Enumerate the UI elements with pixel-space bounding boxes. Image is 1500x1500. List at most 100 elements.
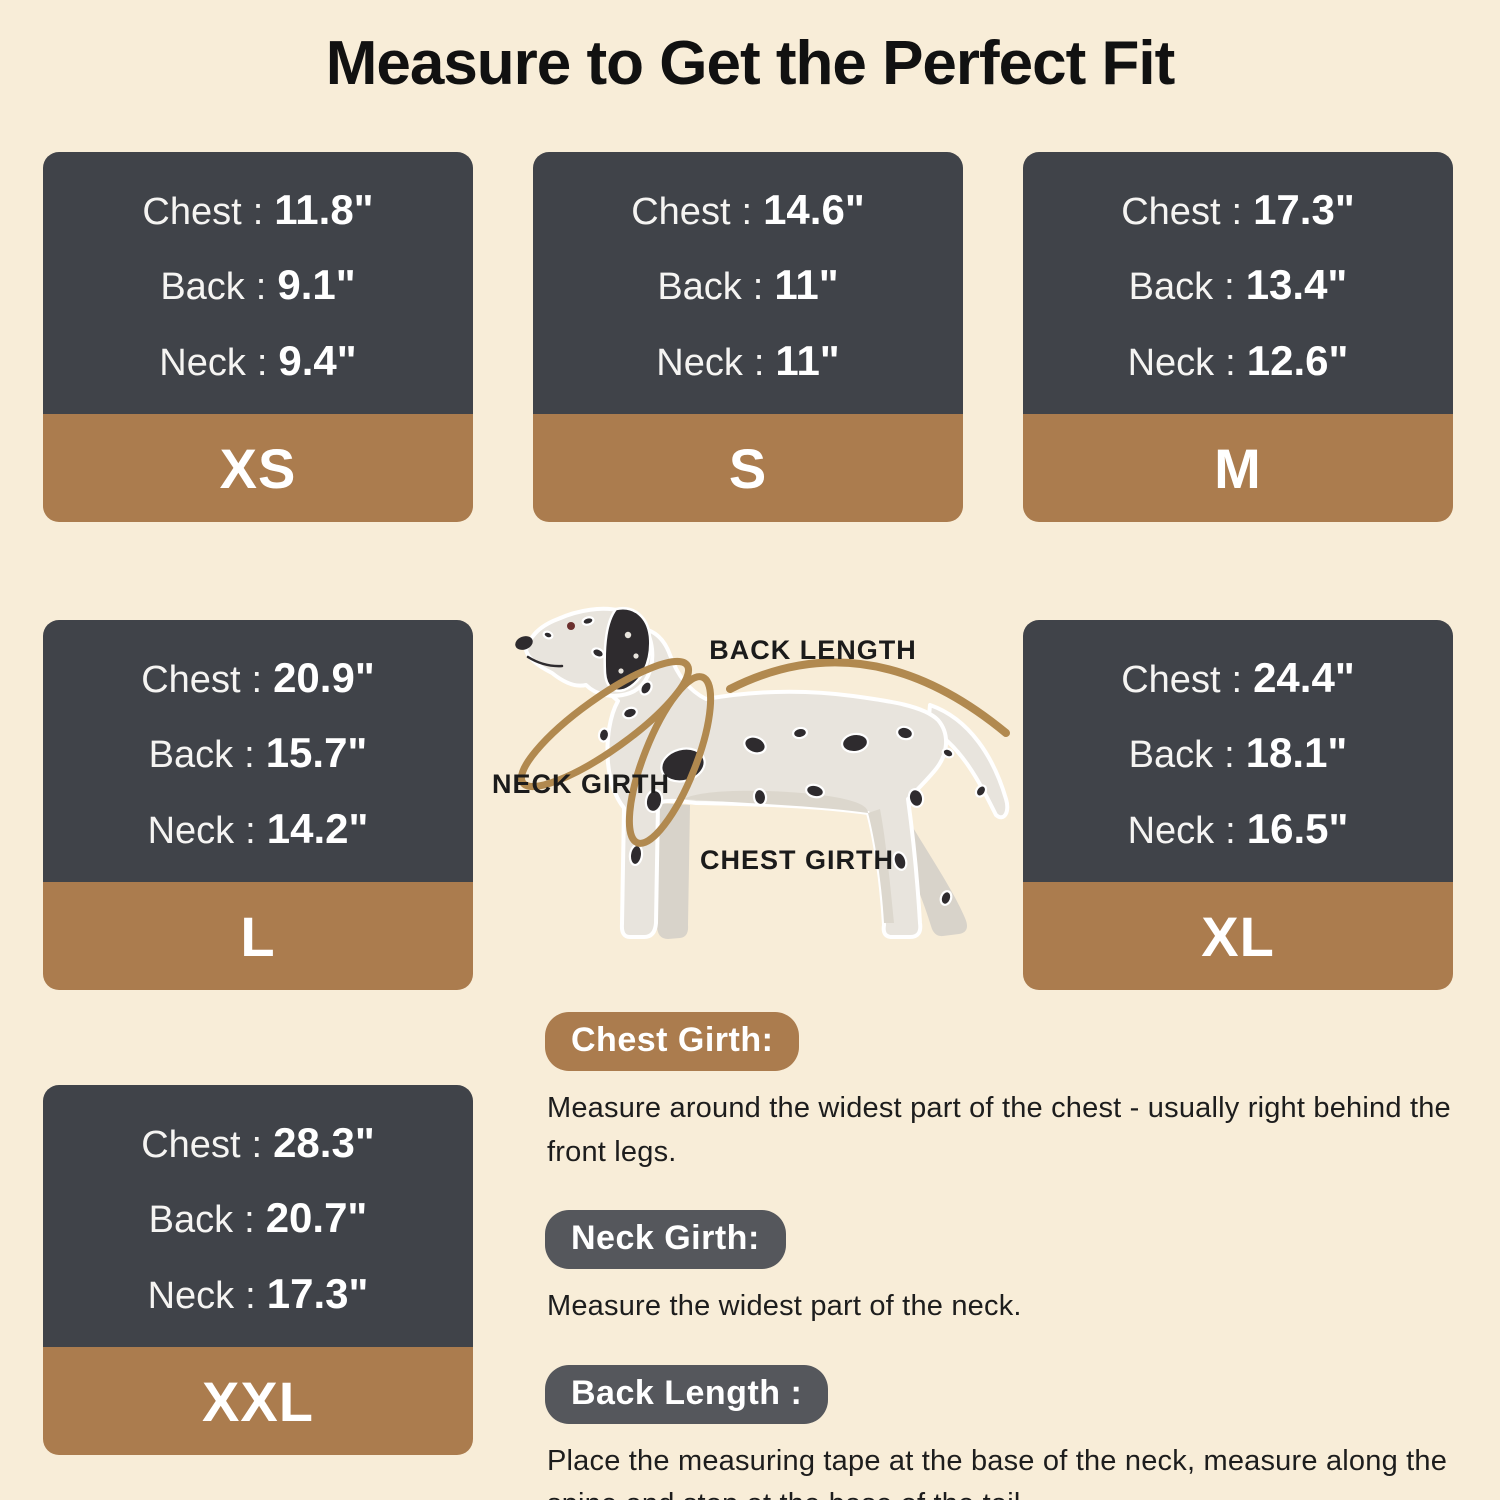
size-card-s: Chest:14.6" Back:11" Neck:11" S — [533, 152, 963, 522]
measure-label: Back — [657, 266, 742, 308]
measure-separator: : — [1225, 341, 1236, 384]
measure-label: Neck — [159, 341, 246, 384]
size-name: L — [240, 904, 276, 968]
measure-value: 11" — [774, 261, 839, 308]
size-card-xl-measures: Chest:24.4" Back:18.1" Neck:16.5" — [1023, 620, 1453, 882]
dog-hip-shade — [868, 809, 894, 923]
size-name: XL — [1201, 904, 1275, 968]
measure-value: 9.4" — [278, 336, 357, 384]
measure-separator: : — [1225, 809, 1236, 852]
measure-separator: : — [753, 341, 765, 384]
measure-label: Neck — [1127, 341, 1215, 384]
dog-ear-dot — [633, 653, 639, 659]
measure-row-neck: Neck:16.5" — [1128, 805, 1349, 853]
measure-label: Neck — [147, 1274, 235, 1317]
size-card-l-measures: Chest:20.9" Back:15.7" Neck:14.2" — [43, 620, 473, 882]
measure-row-neck: Neck:12.6" — [1128, 337, 1349, 385]
chest-girth-badge: Chest Girth: — [545, 1012, 800, 1071]
size-band: XXL — [43, 1347, 473, 1455]
size-name: M — [1214, 436, 1262, 500]
measure-label: Back — [1128, 734, 1214, 776]
measure-value: 15.7" — [265, 729, 368, 776]
measure-row-chest: Chest:28.3" — [141, 1119, 375, 1167]
measure-row-back: Back:9.1" — [160, 261, 355, 309]
measure-value: 28.3" — [273, 1118, 375, 1166]
measure-label: Chest — [141, 658, 241, 701]
measure-row-back: Back:11" — [657, 261, 838, 309]
measure-value: 24.4" — [1253, 653, 1355, 701]
measure-label: Chest — [141, 1123, 241, 1166]
measure-row-chest: Chest:24.4" — [1121, 654, 1355, 702]
dog-mouth — [526, 655, 564, 668]
measure-label: Neck — [1127, 809, 1215, 852]
measure-separator: : — [752, 266, 764, 308]
measure-separator: : — [741, 190, 753, 233]
measure-separator: : — [245, 809, 256, 852]
measure-value: 11" — [775, 336, 840, 384]
measure-label: Chest — [1121, 658, 1221, 701]
measure-separator: : — [245, 1274, 256, 1317]
back-length-label: BACK LENGTH — [709, 635, 917, 665]
measure-value: 14.2" — [266, 804, 369, 852]
size-band: M — [1023, 414, 1453, 522]
measure-label: Chest — [1121, 190, 1221, 233]
measure-label: Chest — [142, 190, 242, 233]
measure-value: 20.9" — [273, 653, 375, 701]
measure-value: 12.6" — [1246, 336, 1349, 384]
measure-row-back: Back:15.7" — [149, 729, 368, 777]
back-length-text: Place the measuring tape at the base of … — [547, 1444, 1448, 1500]
measure-separator: : — [244, 734, 255, 776]
chest-girth-text: Measure around the widest part of the ch… — [547, 1092, 1451, 1168]
measure-row-back: Back:20.7" — [149, 1194, 368, 1242]
measure-label: Neck — [656, 341, 743, 384]
neck-girth-text: Measure the widest part of the neck. — [547, 1290, 1022, 1322]
page-title: Measure to Get the Perfect Fit — [325, 29, 1176, 98]
dog-ear-dot — [624, 631, 632, 639]
measure-value: 20.7" — [265, 1194, 368, 1241]
measure-separator: : — [251, 658, 263, 701]
size-card-l: Chest:20.9" Back:15.7" Neck:14.2" L — [43, 620, 473, 990]
dog-illustration: BACK LENGTH NECK GIRTH CHEST GIRTH — [492, 606, 1010, 939]
measure-separator: : — [244, 1199, 255, 1241]
measure-value: 17.3" — [1253, 185, 1355, 233]
dog-eye — [567, 622, 575, 630]
neck-girth-label: NECK GIRTH — [492, 769, 670, 799]
measure-separator: : — [1231, 658, 1243, 701]
measure-value: 18.1" — [1245, 729, 1348, 776]
instruction-back-length: Back Length : Place the measuring tape a… — [545, 1364, 1470, 1500]
measure-row-neck: Neck:9.4" — [159, 337, 356, 385]
size-band: XL — [1023, 882, 1453, 990]
size-card-xs: Chest:11.8" Back:9.1" Neck:9.4" XS — [43, 152, 473, 522]
measure-separator: : — [255, 266, 267, 308]
size-card-xs-measures: Chest:11.8" Back:9.1" Neck:9.4" — [43, 152, 473, 414]
measure-value: 17.3" — [266, 1269, 369, 1317]
measure-separator: : — [256, 341, 268, 384]
size-band: L — [43, 882, 473, 990]
dog-tail — [926, 703, 1010, 820]
size-card-s-measures: Chest:14.6" Back:11" Neck:11" — [533, 152, 963, 414]
measure-label: Back — [160, 266, 245, 308]
measure-label: Neck — [147, 809, 235, 852]
chest-girth-label: CHEST GIRTH — [700, 845, 894, 875]
neck-girth-badge: Neck Girth: — [545, 1210, 786, 1269]
measure-separator: : — [1231, 190, 1243, 233]
back-length-badge: Back Length : — [545, 1364, 829, 1424]
dog-far-front-leg — [657, 803, 690, 939]
measure-row-chest: Chest:17.3" — [1121, 186, 1355, 234]
measure-separator: : — [1224, 266, 1235, 308]
size-card-xxl-measures: Chest:28.3" Back:20.7" Neck:17.3" — [43, 1085, 473, 1347]
size-name: XXL — [202, 1369, 314, 1433]
instruction-chest-girth: Chest Girth: Measure around the widest p… — [545, 1012, 1470, 1174]
measure-row-back: Back:13.4" — [1129, 261, 1348, 309]
measure-label: Back — [148, 1199, 234, 1241]
measure-label: Back — [148, 734, 234, 776]
measure-value: 13.4" — [1245, 261, 1348, 308]
size-band: S — [533, 414, 963, 522]
measure-label: Chest — [631, 190, 731, 233]
measure-value: 9.1" — [277, 261, 356, 308]
neck-girth-ring — [517, 658, 693, 790]
measure-row-neck: Neck:11" — [656, 337, 839, 385]
measure-separator: : — [1224, 734, 1235, 776]
measure-value: 11.8" — [274, 185, 374, 233]
